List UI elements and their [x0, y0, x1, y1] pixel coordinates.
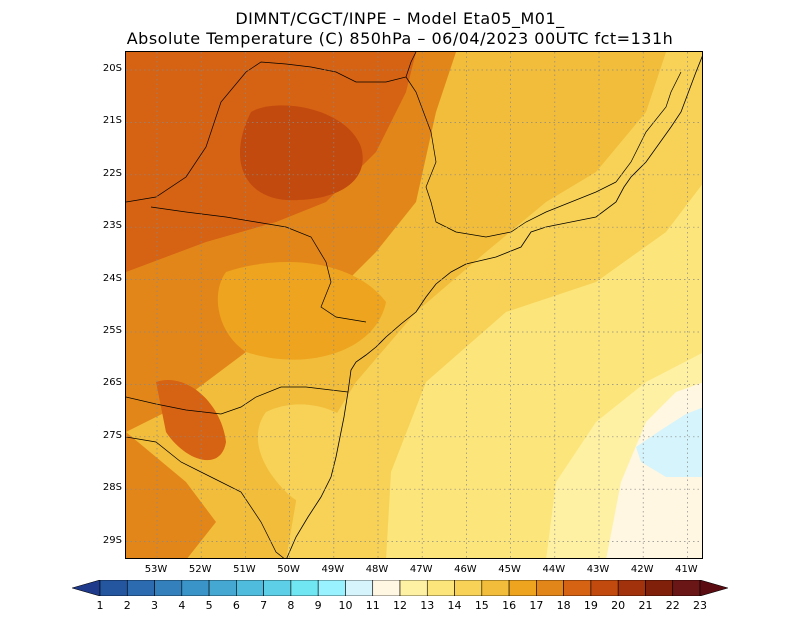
field-region-cyan: [636, 407, 702, 477]
colorbar-low-arrow: [72, 580, 101, 596]
chart-title-line2: Absolute Temperature (C) 850hPa – 06/04/…: [126, 29, 674, 48]
colorbar-swatch: [345, 580, 374, 596]
colorbar-label: 9: [314, 599, 322, 612]
lon-label: 44W: [542, 564, 566, 575]
colorbar-swatch: [208, 580, 237, 596]
colorbar-swatch: [481, 580, 510, 596]
chart-title-line1: DIMNT/CGCT/INPE – Model Eta05_M01_: [235, 9, 565, 28]
lat-label: 21S: [102, 115, 122, 127]
colorbar-swatch: [181, 580, 210, 596]
colorbar-label: 11: [365, 599, 380, 612]
colorbar-label: 12: [393, 599, 407, 612]
gridlines: [126, 52, 702, 558]
lon-label: 50W: [277, 564, 300, 575]
colorbar-swatch: [536, 580, 564, 596]
lon-label: 47W: [409, 564, 433, 575]
colorbar-label: 3: [151, 599, 159, 612]
lat-label: 28S: [102, 482, 122, 494]
lat-label: 29S: [102, 534, 122, 546]
colorbar-label: 6: [232, 599, 240, 612]
lat-label: 23S: [102, 220, 122, 232]
colorbar-label: 5: [205, 599, 213, 612]
field-region-central-orange: [217, 262, 386, 360]
colorbar-label: 10: [338, 599, 353, 612]
lon-label: 42W: [630, 564, 654, 575]
colorbar-label: 14: [447, 599, 462, 612]
colorbar-swatch: [99, 580, 128, 596]
colorbar-swatch: [426, 580, 455, 596]
state-border: [126, 436, 285, 558]
colorbar-swatch: [563, 580, 592, 596]
state-border: [126, 52, 417, 203]
colorbar-label: 18: [556, 599, 571, 612]
colorbar-swatch: [508, 580, 537, 596]
lat-label: 20S: [102, 63, 122, 74]
colorbar-swatch: [645, 580, 674, 596]
colorbar-swatch: [672, 580, 701, 596]
colorbar: [72, 580, 728, 596]
colorbar-label: 13: [420, 599, 435, 612]
colorbar-swatch: [617, 580, 646, 596]
colorbar-label: 19: [583, 599, 598, 612]
lat-label: 26S: [102, 377, 122, 389]
colorbar-label: 17: [529, 599, 544, 612]
colorbar-high-arrow: [699, 580, 728, 596]
field-region-sw-warm: [156, 380, 226, 461]
field-region-south-yellow: [257, 404, 376, 509]
lat-label: 27S: [102, 429, 122, 441]
colorbar-label: 23: [693, 599, 707, 612]
colorbar-swatch: [372, 580, 401, 596]
lat-label: 22S: [102, 167, 122, 179]
colorbar-label: 2: [123, 599, 131, 612]
colorbar-label: 20: [611, 599, 626, 612]
coastline: [286, 55, 702, 558]
lon-label: 43W: [586, 564, 610, 575]
colorbar-swatch: [263, 580, 292, 596]
colorbar-label: 15: [474, 599, 489, 612]
colorbar-label: 4: [178, 599, 186, 612]
field-region-sw-orange: [126, 432, 216, 558]
colorbar-swatch: [236, 580, 264, 596]
colorbar-label: 7: [260, 599, 268, 612]
colorbar-label: 8: [287, 599, 295, 612]
lon-label: 49W: [321, 564, 345, 575]
lon-label: 51W: [233, 564, 256, 575]
temperature-map: [125, 51, 703, 559]
colorbar-swatch: [399, 580, 428, 596]
colorbar-swatch: [126, 580, 155, 596]
colorbar-swatch: [454, 580, 483, 596]
lat-label: 25S: [102, 325, 122, 336]
colorbar-swatch: [590, 580, 619, 596]
colorbar-label: 1: [96, 599, 104, 612]
lon-label: 46W: [454, 564, 477, 575]
lon-label: 52W: [188, 564, 212, 575]
field-region-hotter: [239, 105, 363, 201]
colorbar-label: 21: [638, 599, 653, 612]
state-border: [615, 71, 682, 183]
colorbar-label: 22: [665, 599, 680, 612]
colorbar-label: 16: [502, 599, 517, 612]
state-border: [405, 76, 617, 238]
colorbar-swatch: [317, 580, 346, 596]
state-border: [126, 386, 349, 415]
colorbar-swatch: [290, 580, 319, 596]
lon-label: 48W: [365, 564, 389, 575]
lon-label: 41W: [675, 564, 698, 575]
state-border: [150, 206, 367, 323]
lon-label: 45W: [498, 564, 521, 575]
colorbar-swatch: [154, 580, 183, 596]
lon-label: 53W: [144, 564, 168, 575]
lat-label: 24S: [102, 272, 122, 284]
